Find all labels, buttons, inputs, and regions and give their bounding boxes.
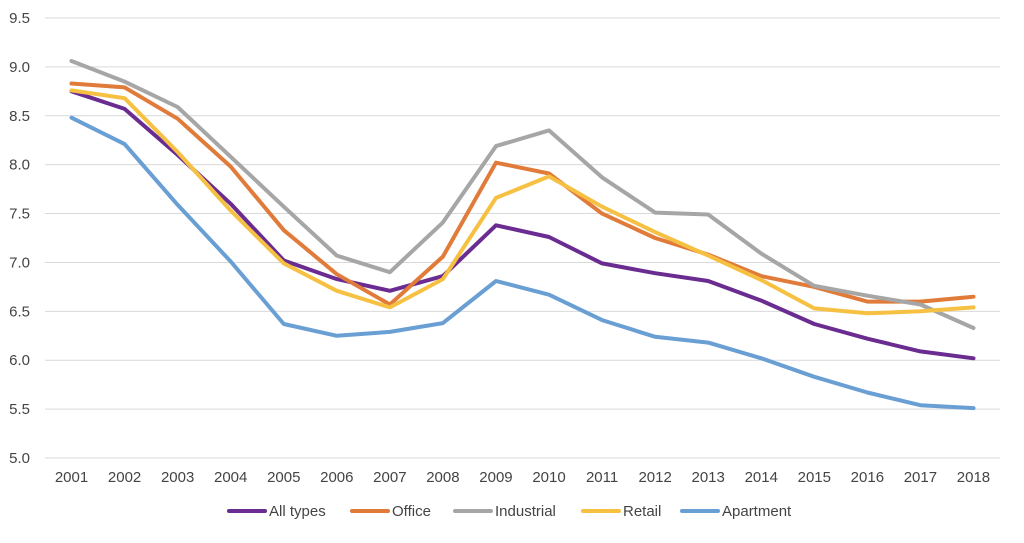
y-tick-label: 7.5: [9, 206, 30, 223]
x-tick-label: 2004: [214, 469, 247, 486]
legend-item-all-types: All types: [227, 503, 326, 520]
x-tick-label: 2014: [745, 469, 778, 486]
x-tick-label: 2003: [161, 469, 194, 486]
series-line-industrial: [69, 59, 976, 330]
x-tick-label: 2001: [55, 469, 88, 486]
x-axis-ticks: 2001 2002 2003 2004 2005 2006 2007 2008 2009 2010…: [55, 469, 990, 486]
y-tick-label: 8.0: [9, 157, 30, 174]
legend-label: Industrial: [495, 503, 556, 520]
y-axis-ticks: 5.0 5.5 6.0 6.5 7.0 7.5 8.0 8.5 9.0 9.5: [9, 10, 30, 467]
y-tick-label: 6.0: [9, 352, 30, 369]
x-tick-label: 2018: [957, 469, 990, 486]
y-tick-label: 5.0: [9, 450, 30, 467]
x-tick-label: 2005: [267, 469, 300, 486]
x-tick-label: 2016: [851, 469, 884, 486]
x-tick-label: 2012: [638, 469, 671, 486]
x-tick-label: 2010: [532, 469, 565, 486]
legend-label: Retail: [623, 503, 661, 520]
y-tick-label: 5.5: [9, 401, 30, 418]
x-tick-label: 2007: [373, 469, 406, 486]
series-line-retail: [69, 88, 976, 316]
legend-label: Apartment: [722, 503, 792, 520]
gridlines: [45, 17, 1000, 459]
series-line-apartment: [69, 115, 976, 411]
x-tick-label: 2002: [108, 469, 141, 486]
legend-item-office: Office: [350, 503, 431, 520]
legend-item-retail: Retail: [581, 503, 661, 520]
legend: All types Office Industrial Retail Apartment: [227, 503, 792, 520]
x-tick-label: 2006: [320, 469, 353, 486]
y-tick-label: 8.5: [9, 108, 30, 125]
legend-item-apartment: Apartment: [680, 503, 792, 520]
y-tick-label: 7.0: [9, 254, 30, 271]
y-tick-label: 9.0: [9, 59, 30, 76]
y-tick-label: 6.5: [9, 303, 30, 320]
x-tick-label: 2015: [798, 469, 831, 486]
x-tick-label: 2017: [904, 469, 937, 486]
series-lines: [69, 59, 976, 411]
legend-label: All types: [269, 503, 326, 520]
legend-item-industrial: Industrial: [453, 503, 556, 520]
legend-label: Office: [392, 503, 431, 520]
series-line-all-types: [69, 89, 976, 361]
series-line-office: [69, 81, 976, 307]
x-tick-label: 2009: [479, 469, 512, 486]
x-tick-label: 2013: [692, 469, 725, 486]
y-tick-label: 9.5: [9, 10, 30, 27]
x-tick-label: 2008: [426, 469, 459, 486]
x-tick-label: 2011: [586, 469, 618, 486]
